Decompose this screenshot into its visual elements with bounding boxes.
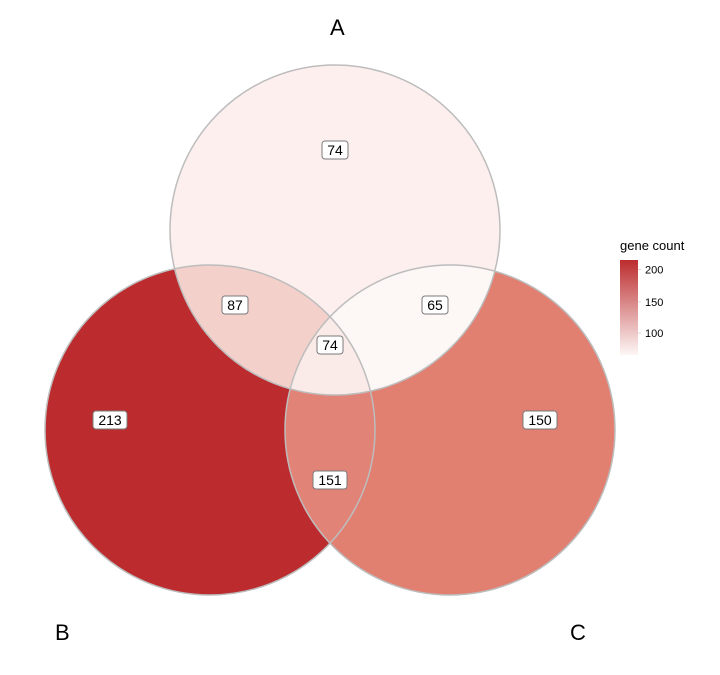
set-label-c: C: [570, 620, 586, 645]
legend-tick: 100: [645, 328, 663, 340]
venn-svg: A B C 74 213 150 87 65 151 74 gene count 200 150 100: [0, 0, 720, 675]
count-ab: 87: [222, 296, 248, 314]
set-label-a: A: [330, 15, 345, 40]
count-abc: 74: [317, 336, 343, 354]
venn-chart: A B C 74 213 150 87 65 151 74 gene count 200 150 100: [0, 0, 720, 675]
legend-tick: 150: [645, 297, 663, 309]
count-a-only: 74: [322, 141, 348, 159]
legend-bar: [620, 260, 638, 355]
svg-text:65: 65: [427, 297, 443, 313]
legend-title: gene count: [620, 238, 685, 253]
legend-tick: 200: [645, 265, 663, 277]
svg-text:150: 150: [528, 412, 552, 428]
legend: gene count 200 150 100: [620, 238, 685, 355]
count-b-only: 213: [93, 411, 127, 429]
count-bc: 151: [313, 471, 347, 489]
svg-text:74: 74: [322, 337, 338, 353]
count-ac: 65: [422, 296, 448, 314]
svg-text:151: 151: [318, 472, 342, 488]
count-c-only: 150: [523, 411, 557, 429]
svg-text:87: 87: [227, 297, 243, 313]
set-label-b: B: [55, 620, 70, 645]
svg-text:213: 213: [98, 412, 122, 428]
svg-text:74: 74: [327, 142, 343, 158]
